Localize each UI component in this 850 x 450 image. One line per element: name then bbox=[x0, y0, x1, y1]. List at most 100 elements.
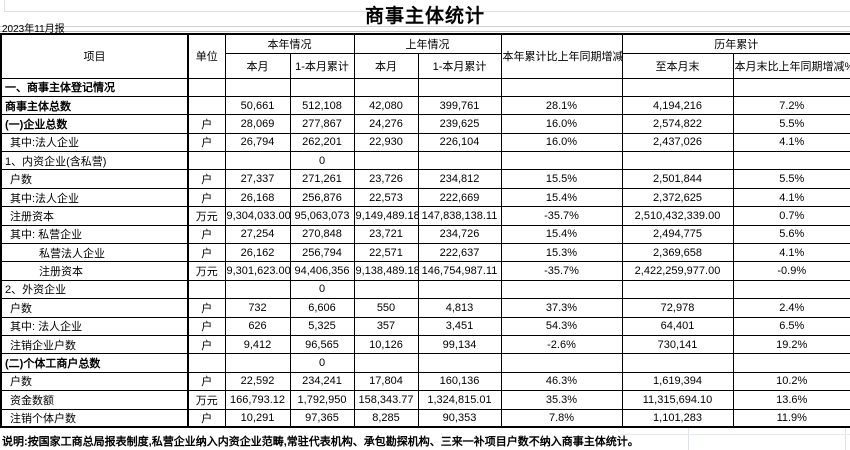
row-value: 399,761 bbox=[417, 95, 502, 116]
row-value: 94,406,356 bbox=[289, 261, 355, 281]
row-value: 37.3% bbox=[500, 298, 623, 318]
row-unit: 万元 bbox=[187, 261, 226, 281]
header-yoy-cum: 本年累计比上年同期增减% bbox=[500, 33, 623, 79]
row-value: 239,625 bbox=[417, 114, 502, 134]
row-value: 96,565 bbox=[289, 334, 355, 355]
row-value: 46.3% bbox=[500, 371, 623, 392]
row-value: 9,138,489.18 bbox=[353, 261, 419, 281]
gridline bbox=[4, 11, 850, 12]
gridline bbox=[4, 0, 5, 11]
row-value bbox=[417, 279, 502, 300]
table-row: 注销企业户数 户 9,412 96,565 10,126 99,134 -2.6… bbox=[0, 334, 850, 355]
row-value: 26,794 bbox=[224, 132, 291, 153]
row-value: 7.8% bbox=[500, 408, 623, 428]
row-value bbox=[621, 151, 734, 171]
row-value: 222,637 bbox=[417, 243, 502, 263]
row-unit: 户 bbox=[187, 334, 226, 355]
row-value: 13.6% bbox=[732, 390, 850, 410]
row-unit: 户 bbox=[187, 408, 226, 428]
row-unit: 户 bbox=[187, 187, 226, 208]
row-value: 222,669 bbox=[417, 187, 502, 208]
header-to-month-end: 至本月末 bbox=[621, 52, 734, 79]
report-period: 2023年11月报 bbox=[2, 24, 65, 35]
row-value bbox=[417, 353, 502, 373]
row-value: 550 bbox=[353, 298, 419, 318]
row-unit bbox=[187, 95, 226, 116]
header-row-1: 项目 单位 本年情况 上年情况 本年累计比上年同期增减% 历年累计 bbox=[0, 33, 850, 79]
row-value: 256,794 bbox=[289, 243, 355, 263]
row-value: 27,254 bbox=[224, 224, 291, 245]
row-value: 17,804 bbox=[353, 371, 419, 392]
row-label: 注册资本 bbox=[0, 261, 189, 281]
row-label: 注册资本 bbox=[0, 206, 189, 226]
row-unit bbox=[187, 77, 226, 97]
row-value: 11.9% bbox=[732, 408, 850, 428]
row-unit: 户 bbox=[187, 169, 226, 189]
row-unit: 万元 bbox=[187, 206, 226, 226]
row-value: 5.6% bbox=[732, 224, 850, 245]
row-value: 0 bbox=[289, 353, 355, 373]
gridline bbox=[845, 428, 846, 450]
row-value bbox=[289, 77, 355, 97]
row-value bbox=[732, 151, 850, 171]
row-value bbox=[500, 279, 623, 300]
row-value: 4.1% bbox=[732, 132, 850, 153]
row-value: 2,501,844 bbox=[621, 169, 734, 189]
row-value: 42,080 bbox=[353, 95, 419, 116]
table-row: 私营法人企业 户 26,162 256,794 22,571 222,637 1… bbox=[0, 243, 850, 263]
row-value: 11,315,694.10 bbox=[621, 390, 734, 410]
row-label: 注销个体户数 bbox=[0, 408, 189, 428]
row-value: 234,812 bbox=[417, 169, 502, 189]
row-value: 6.5% bbox=[732, 316, 850, 336]
row-value: 28.1% bbox=[500, 95, 623, 116]
row-value bbox=[224, 77, 291, 97]
row-value: 2,422,259,977.00 bbox=[621, 261, 734, 281]
row-value: 9,149,489.18 bbox=[353, 206, 419, 226]
row-value: 730,141 bbox=[621, 334, 734, 355]
row-value: 99,134 bbox=[417, 334, 502, 355]
row-value bbox=[500, 151, 623, 171]
row-value: 1,792,950 bbox=[289, 390, 355, 410]
row-unit: 户 bbox=[187, 224, 226, 245]
row-label: (二)个体工商户总数 bbox=[0, 353, 189, 373]
row-value bbox=[224, 151, 291, 171]
table-row: 其中: 法人企业 户 626 5,325 357 3,451 54.3% 64,… bbox=[0, 316, 850, 336]
row-value bbox=[224, 353, 291, 373]
row-value: 19.2% bbox=[732, 334, 850, 355]
row-value: 2,510,432,339.00 bbox=[621, 206, 734, 226]
row-value: 2,372,625 bbox=[621, 187, 734, 208]
header-this-year: 本年情况 bbox=[224, 33, 355, 54]
row-value: 15.5% bbox=[500, 169, 623, 189]
row-value: 10,291 bbox=[224, 408, 291, 428]
row-value: 0 bbox=[289, 279, 355, 300]
header-last-year: 上年情况 bbox=[353, 33, 502, 54]
row-value: 95,063,073 bbox=[289, 206, 355, 226]
row-unit: 户 bbox=[187, 371, 226, 392]
row-value: 2,437,026 bbox=[621, 132, 734, 153]
table-row: 资金数额 万元 166,793.12 1,792,950 158,343.77 … bbox=[0, 390, 850, 410]
row-value: 234,726 bbox=[417, 224, 502, 245]
row-value bbox=[417, 77, 502, 97]
row-label: 户数 bbox=[0, 169, 189, 189]
row-value: 1,324,815.01 bbox=[417, 390, 502, 410]
row-value: -35.7% bbox=[500, 261, 623, 281]
row-value bbox=[621, 353, 734, 373]
row-unit: 户 bbox=[187, 243, 226, 263]
row-value: 24,276 bbox=[353, 114, 419, 134]
row-value: 16.0% bbox=[500, 114, 623, 134]
row-value: 90,353 bbox=[417, 408, 502, 428]
row-value bbox=[224, 279, 291, 300]
row-value: 1,619,394 bbox=[621, 371, 734, 392]
statistics-table: 项目 单位 本年情况 上年情况 本年累计比上年同期增减% 历年累计 本月 1-本… bbox=[0, 33, 850, 429]
page-title: 商事主体统计 bbox=[364, 6, 485, 27]
row-value: -2.6% bbox=[500, 334, 623, 355]
row-label: 一、商事主体登记情况 bbox=[0, 77, 189, 97]
row-label: 资金数额 bbox=[0, 390, 189, 410]
row-value: 64,401 bbox=[621, 316, 734, 336]
table-row: 其中:法人企业 户 26,794 262,201 22,930 226,104 … bbox=[0, 132, 850, 153]
row-value: 2,494,775 bbox=[621, 224, 734, 245]
row-unit: 万元 bbox=[187, 390, 226, 410]
row-value: 0.7% bbox=[732, 206, 850, 226]
row-value: 9,301,623.00 bbox=[224, 261, 291, 281]
